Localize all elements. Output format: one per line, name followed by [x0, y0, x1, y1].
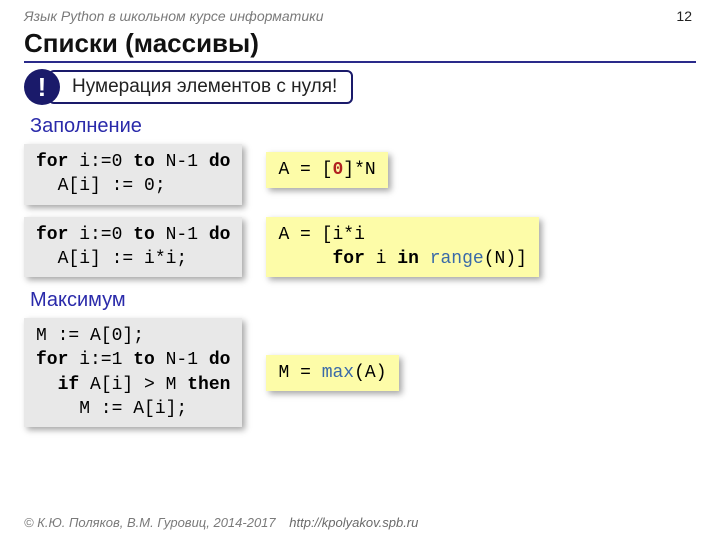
section-max: Максимум — [30, 289, 696, 312]
page-number: 12 — [676, 8, 692, 24]
exclaim-icon: ! — [24, 69, 60, 105]
row-max: M := A[0]; for i:=1 to N-1 do if A[i] > … — [24, 318, 696, 427]
python-code-fill-zero: A = [0]*N — [266, 152, 387, 188]
slide-title: Списки (массивы) — [24, 28, 696, 63]
footer-url: http://kpolyakov.spb.ru — [289, 515, 418, 530]
section-fill: Заполнение — [30, 115, 696, 138]
pascal-code-max: M := A[0]; for i:=1 to N-1 do if A[i] > … — [24, 318, 242, 427]
row-fill-2: for i:=0 to N-1 do A[i] := i*i; A = [i*i… — [24, 217, 696, 278]
pascal-code-fill-zero: for i:=0 to N-1 do A[i] := 0; — [24, 144, 242, 205]
footer-copyright: © К.Ю. Поляков, В.М. Гуровиц, 2014-2017 — [24, 515, 276, 530]
footer: © К.Ю. Поляков, В.М. Гуровиц, 2014-2017 … — [24, 515, 418, 530]
python-code-max: M = max(A) — [266, 355, 398, 391]
callout: ! Нумерация элементов с нуля! — [24, 69, 696, 105]
pascal-code-fill-sq: for i:=0 to N-1 do A[i] := i*i; — [24, 217, 242, 278]
python-code-fill-sq: A = [i*i for i in range(N)] — [266, 217, 538, 278]
row-fill-1: for i:=0 to N-1 do A[i] := 0; A = [0]*N — [24, 144, 696, 205]
callout-text: Нумерация элементов с нуля! — [48, 70, 353, 104]
slide: Язык Python в школьном курсе информатики… — [0, 0, 720, 540]
header-subtitle: Язык Python в школьном курсе информатики — [24, 8, 696, 24]
